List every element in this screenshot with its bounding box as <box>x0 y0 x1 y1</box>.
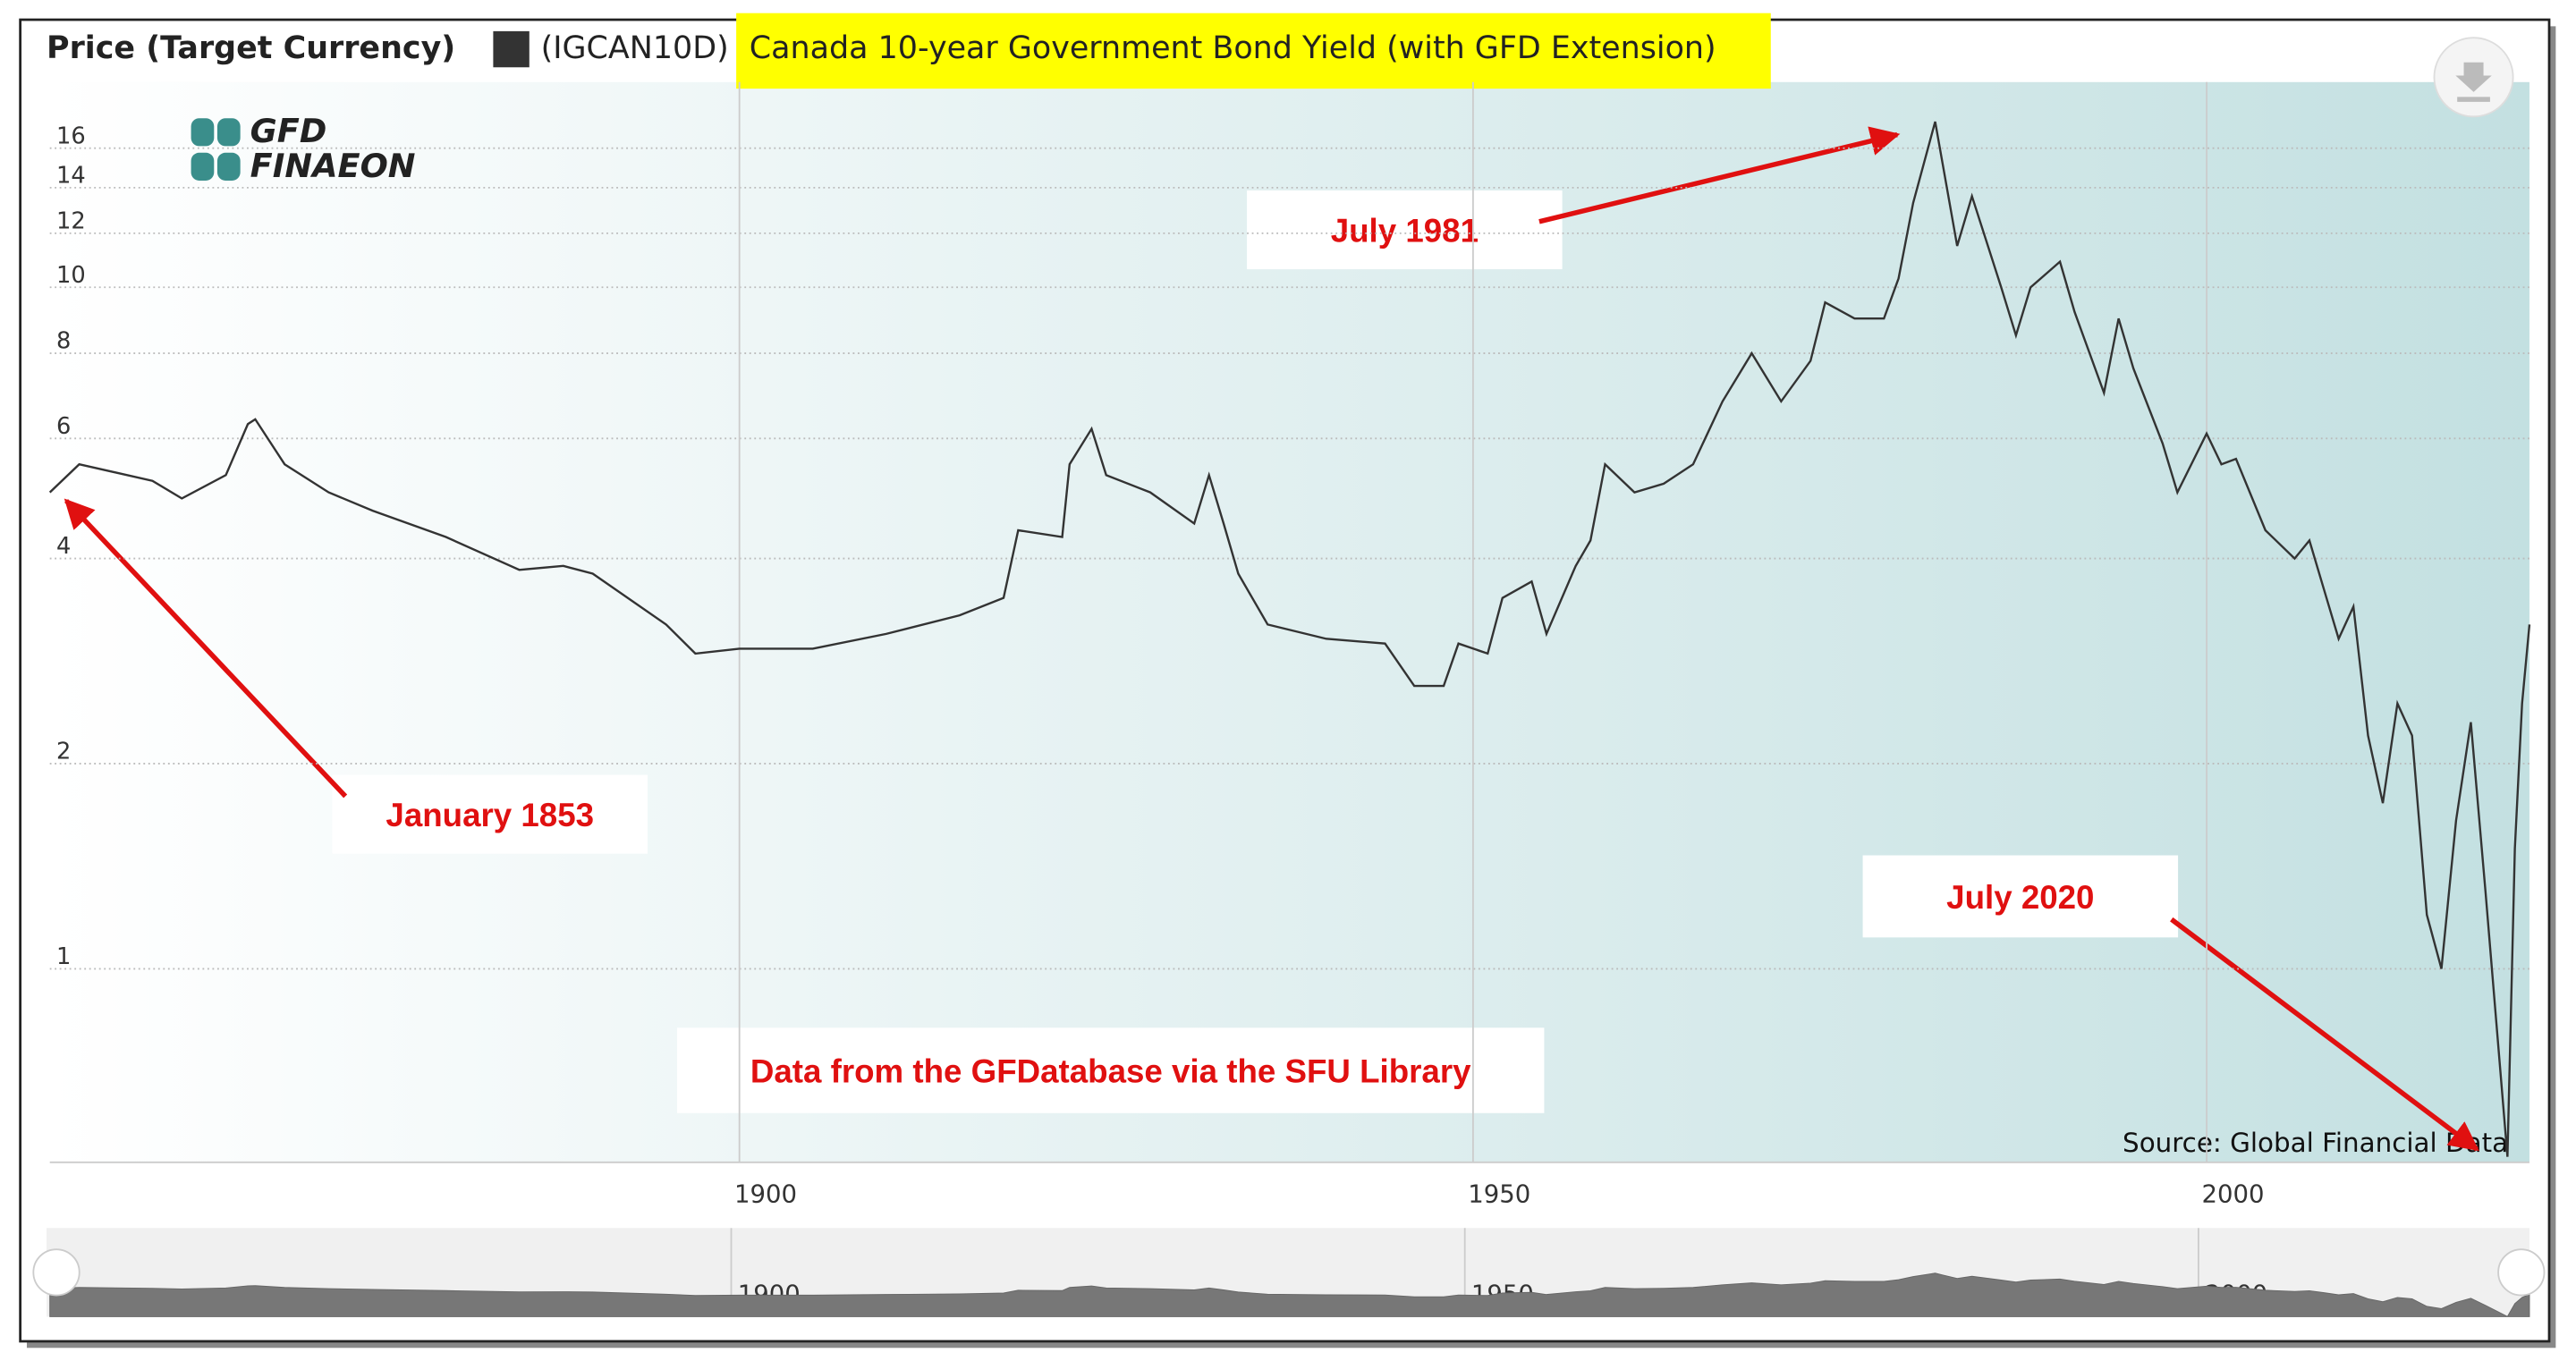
y-tick-label: 4 <box>56 533 71 560</box>
annotation-arrow <box>1538 126 1901 224</box>
annotation-box <box>677 1027 1545 1113</box>
navigator-handle[interactable] <box>32 1248 80 1297</box>
y-tick-label: 14 <box>56 163 86 190</box>
x-tick-label: 1950 <box>1468 1180 1530 1209</box>
y-tick-label: 12 <box>56 208 86 235</box>
x-tick-label: 2000 <box>2201 1180 2264 1209</box>
y-tick-label: 16 <box>56 123 86 149</box>
logo-text: GFD <box>250 112 327 150</box>
annotation: January 1853 <box>386 797 594 833</box>
y-tick-label: 10 <box>56 262 86 289</box>
annotation-box <box>332 774 648 854</box>
y-tick-label: 2 <box>56 739 71 765</box>
y-axis-title: Price (Target Currency) <box>47 30 455 66</box>
annotation: July 1981 <box>1331 212 1479 249</box>
annotation-box <box>1247 190 1563 270</box>
annotations: January 1853 July 1981 July 2020 Data from … <box>64 126 2479 1152</box>
y-tick-label: 6 <box>56 413 71 440</box>
data-line <box>48 121 2531 1157</box>
annotation: July 2020 <box>1946 879 2094 916</box>
legend-label[interactable]: Canada 10-year Government Bond Yield (wi… <box>750 30 1716 66</box>
y-tick-label: 1 <box>56 943 71 970</box>
logo-text: FINAEON <box>250 147 416 185</box>
annotation-box <box>1862 855 2179 938</box>
navigator-area <box>49 1272 2530 1317</box>
y-tick-label: 8 <box>56 328 71 355</box>
navigator-handle[interactable] <box>2497 1248 2546 1297</box>
ticker: (IGCAN10D) <box>541 30 729 66</box>
x-tick-label: 1900 <box>734 1180 797 1209</box>
annotation-arrow <box>64 498 348 799</box>
logo: GFD FINAEON <box>191 112 416 185</box>
annotation: Data from the GFDatabase via the SFU Lib… <box>750 1052 1471 1089</box>
source: Source: Global Financial Data <box>2123 1128 2508 1158</box>
highlight <box>736 13 1771 89</box>
download-icon <box>2455 62 2492 102</box>
legend-swatch <box>493 30 530 68</box>
annotation-arrow <box>2170 917 2479 1152</box>
